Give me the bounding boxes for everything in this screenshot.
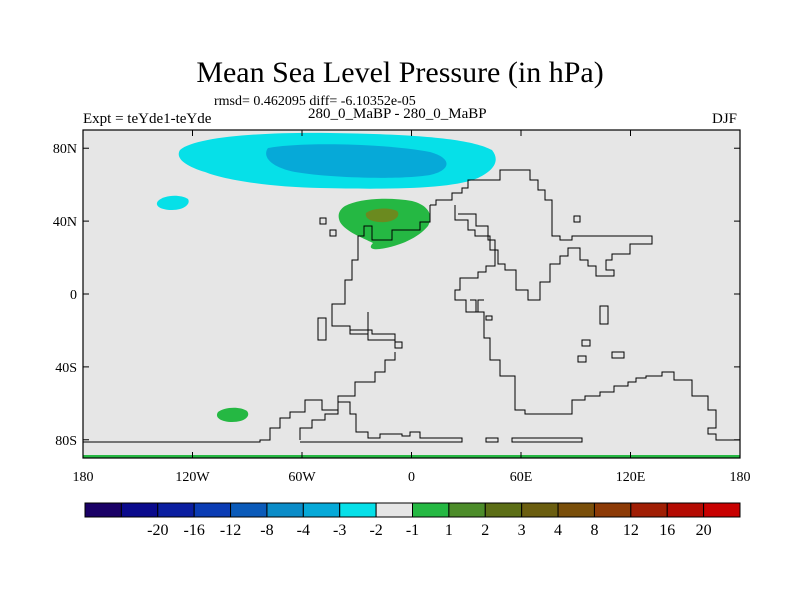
colorbar-box: [302, 502, 341, 518]
x-tick-label: 180: [730, 470, 751, 485]
colorbar-label: -2: [369, 522, 382, 539]
colorbar-label: 16: [659, 522, 675, 539]
coastline-americas: [83, 312, 396, 443]
colorbar-box: [448, 502, 486, 518]
colorbar-box: [593, 502, 632, 518]
x-tick-label: 120E: [616, 470, 646, 485]
colorbar-label: 3: [518, 522, 526, 539]
coastline-india-arabia: [454, 213, 496, 313]
chart-title: Mean Sea Level Pressure (in hPa): [196, 56, 604, 89]
x-tick-label: 0: [408, 470, 415, 485]
colorbar-box: [193, 502, 232, 518]
colorbar-box: [375, 502, 414, 518]
colorbar-box: [230, 502, 268, 518]
colorbar-label: 12: [623, 522, 639, 539]
anomaly-europe-positive-inner: [365, 208, 399, 223]
colorbar-label: 4: [554, 522, 562, 539]
colorbar-box: [703, 502, 741, 518]
colorbar-box: [339, 502, 377, 518]
colorbar-label: 1: [445, 522, 453, 539]
colorbar-box: [157, 502, 195, 518]
colorbar: -20 -16 -12 -8 -4 -3 -2 -1 1 2 3 4 8 12 16 20: [84, 502, 741, 539]
colorbar-box: [412, 502, 450, 518]
y-tick-label: 0: [70, 288, 77, 303]
colorbar-box: [84, 502, 122, 518]
coastline-antarctica: [299, 401, 463, 443]
colorbar-label: 8: [590, 522, 598, 539]
colorbar-label: -8: [260, 522, 273, 539]
x-tick-label: 120W: [175, 470, 210, 485]
colorbar-box: [266, 502, 304, 518]
y-tick-label: 80N: [53, 142, 77, 157]
colorbar-label: -4: [297, 522, 310, 539]
colorbar-label: -1: [406, 522, 419, 539]
y-axis: 80N 40N 0 40S 80S: [53, 142, 740, 449]
x-tick-label: 60E: [510, 470, 533, 485]
colorbar-box: [630, 502, 668, 518]
colorbar-label: -3: [333, 522, 346, 539]
coastline-asia: [430, 169, 653, 301]
colorbar-label: -20: [147, 522, 168, 539]
colorbar-box: [666, 502, 705, 518]
x-tick-label: 60W: [288, 470, 316, 485]
anomaly-europe-positive-outer: [338, 198, 431, 250]
stats-line: rmsd= 0.462095 diff= -6.10352e-05: [214, 94, 416, 109]
x-axis: 180 120W 60W 0 60E 120E 180: [73, 130, 751, 485]
colorbar-label: 2: [481, 522, 489, 539]
colorbar-box: [120, 502, 159, 518]
season-label: DJF: [712, 111, 738, 127]
y-tick-label: 40N: [53, 215, 77, 230]
coastline-africa-europe: [331, 205, 431, 349]
coastline-islands: [317, 215, 625, 443]
x-tick-label: 180: [73, 470, 94, 485]
coastlines: [83, 169, 740, 443]
anomaly-north-atlantic-negative: [156, 195, 189, 210]
anomaly-south-pacific-positive: [216, 407, 249, 422]
colorbar-box: [557, 502, 595, 518]
colorbar-label: -12: [220, 522, 241, 539]
coastline-southern-africa: [470, 299, 740, 441]
anomaly-arctic-negative-inner: [266, 144, 447, 178]
center-label: 280_0_MaBP - 280_0_MaBP: [308, 106, 487, 122]
colorbar-box: [484, 502, 523, 518]
colorbar-box: [521, 502, 559, 518]
y-tick-label: 40S: [55, 361, 77, 376]
anomaly-layer: [156, 132, 496, 422]
colorbar-label: 20: [696, 522, 712, 539]
colorbar-label: -16: [184, 522, 205, 539]
y-tick-label: 80S: [55, 434, 77, 449]
experiment-label: Expt = teYde1-teYde: [83, 111, 212, 127]
